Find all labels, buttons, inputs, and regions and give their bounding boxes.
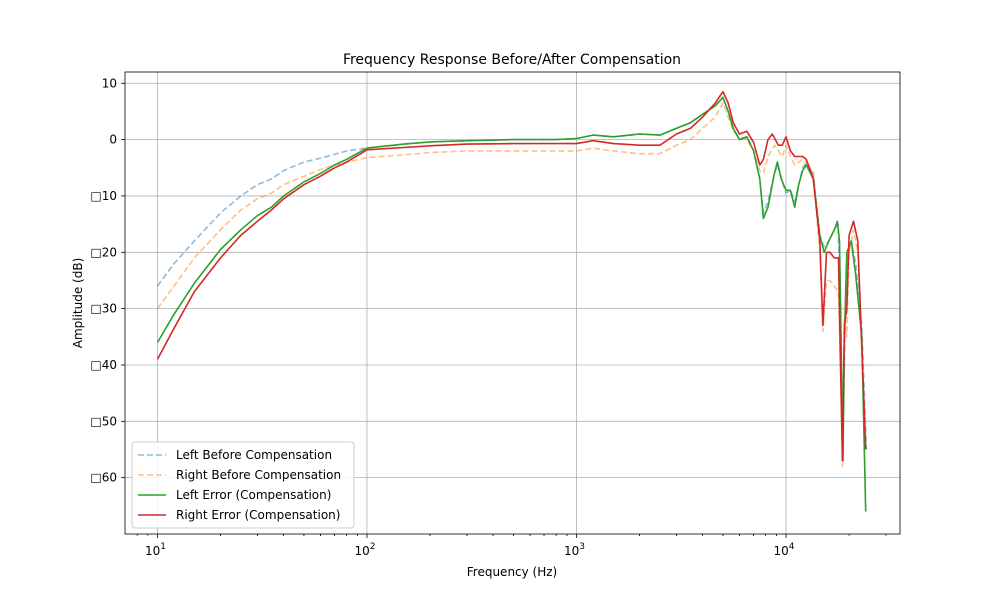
- series-line-4: [156, 90, 867, 462]
- series-line-3: [156, 96, 867, 512]
- legend-label: Left Before Compensation: [176, 448, 332, 462]
- x-axis-label: Frequency (Hz): [467, 565, 558, 579]
- legend-label: Right Before Compensation: [176, 468, 341, 482]
- x-tick-label: 102: [354, 542, 375, 558]
- chart-title: Frequency Response Before/After Compensa…: [343, 52, 681, 68]
- legend-label: Right Error (Compensation): [176, 508, 340, 522]
- x-tick-label: 103: [564, 542, 585, 558]
- legend-label: Left Error (Compensation): [176, 488, 331, 502]
- y-tick-label: □10: [90, 189, 117, 203]
- y-tick-label: □40: [90, 358, 117, 372]
- y-tick-label: □60: [90, 471, 117, 485]
- y-tick-label: 10: [102, 76, 117, 90]
- y-tick-label: □30: [90, 302, 117, 316]
- y-axis-label: Amplitude (dB): [71, 258, 85, 349]
- legend: Left Before Compensation Right Before Com…: [131, 441, 355, 529]
- plot-frame: [124, 71, 901, 535]
- x-tick-label: 104: [774, 542, 795, 558]
- series-layer: [156, 90, 868, 512]
- y-tick-label: 0: [109, 133, 117, 147]
- ticks: 101 102 103 104 10 0 □10 □20 □30 □40 □50 □60: [90, 76, 887, 558]
- legend-box: [131, 441, 355, 529]
- y-tick-label: □50: [90, 414, 117, 428]
- x-tick-label: 101: [145, 542, 166, 558]
- y-tick-label: □20: [90, 245, 117, 259]
